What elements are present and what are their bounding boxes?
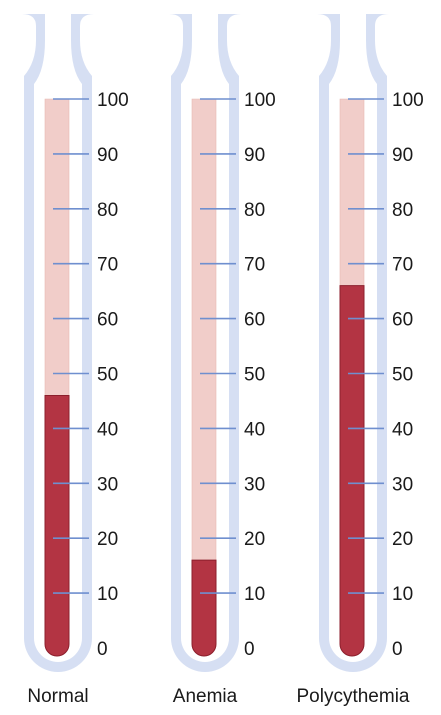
- tick-label: 50: [97, 365, 118, 386]
- tube-label: Polycythemia: [297, 686, 410, 707]
- tick-label: 0: [392, 639, 403, 660]
- tick-label: 60: [97, 310, 118, 331]
- tick-label: 0: [97, 639, 108, 660]
- tick-label: 30: [392, 474, 413, 495]
- tick-label: 100: [244, 90, 276, 111]
- tick-label: 100: [392, 90, 424, 111]
- tick-label: 40: [392, 419, 413, 440]
- tick-label: 90: [244, 145, 265, 166]
- tick-label: 20: [97, 529, 118, 550]
- tick-label: 30: [97, 474, 118, 495]
- tick-label: 90: [97, 145, 118, 166]
- tick-label: 50: [392, 365, 413, 386]
- tube-label: Normal: [27, 686, 88, 707]
- tick-label: 80: [244, 200, 265, 221]
- tick-label: 90: [392, 145, 413, 166]
- tick-label: 100: [97, 90, 129, 111]
- tube-label: Anemia: [173, 686, 238, 707]
- red-cell-layer: [191, 559, 217, 657]
- tick-label: 70: [97, 255, 118, 276]
- tube-polycythemia: 0 10 20 30 40 50 60 70 80 90 100 Polycythemia: [297, 14, 424, 707]
- tick-label: 60: [244, 310, 265, 331]
- tick-label: 0: [244, 639, 255, 660]
- tick-label: 30: [244, 474, 265, 495]
- tick-label: 20: [244, 529, 265, 550]
- tick-label: 60: [392, 310, 413, 331]
- tick-label: 70: [392, 255, 413, 276]
- tube-normal: 0 10 20 30 40 50 60 70 80 90 100 Normal: [22, 14, 129, 707]
- tick-label: 10: [97, 584, 118, 605]
- tick-label: 80: [392, 200, 413, 221]
- tick-label: 70: [244, 255, 265, 276]
- tick-label: 80: [97, 200, 118, 221]
- red-cell-layer: [339, 285, 365, 657]
- red-cell-layer: [44, 394, 70, 657]
- tick-label: 10: [392, 584, 413, 605]
- tick-label: 20: [392, 529, 413, 550]
- tick-label: 50: [244, 365, 265, 386]
- tick-label: 10: [244, 584, 265, 605]
- tube-anemia: 0 10 20 30 40 50 60 70 80 90 100 Anemia: [169, 14, 276, 707]
- tick-label: 40: [97, 419, 118, 440]
- tick-label: 40: [244, 419, 265, 440]
